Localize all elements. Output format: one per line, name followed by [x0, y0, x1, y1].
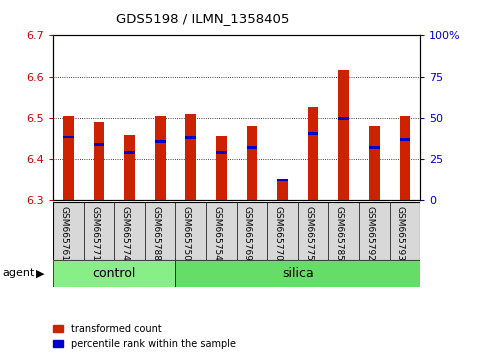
Bar — [308, 132, 318, 135]
Bar — [124, 135, 135, 200]
Bar — [277, 181, 288, 200]
Bar — [247, 126, 257, 200]
Bar — [399, 116, 410, 200]
Text: GSM665770: GSM665770 — [273, 206, 283, 262]
Bar — [124, 152, 135, 154]
Text: GSM665775: GSM665775 — [304, 206, 313, 262]
Bar — [175, 260, 420, 287]
Text: control: control — [93, 267, 136, 280]
Bar — [155, 116, 166, 200]
Text: GSM665771: GSM665771 — [90, 206, 99, 262]
Text: GDS5198 / ILMN_1358405: GDS5198 / ILMN_1358405 — [116, 12, 289, 25]
Bar — [277, 179, 288, 182]
Bar — [247, 146, 257, 149]
Bar — [155, 140, 166, 143]
Text: GSM665754: GSM665754 — [213, 206, 221, 261]
Bar — [339, 69, 349, 200]
Bar — [216, 136, 227, 200]
Bar — [369, 126, 380, 200]
Bar — [53, 260, 175, 287]
Bar — [339, 117, 349, 120]
Text: ▶: ▶ — [36, 268, 44, 278]
Text: GSM665769: GSM665769 — [243, 206, 252, 262]
Text: GSM665785: GSM665785 — [335, 206, 344, 262]
Text: GSM665788: GSM665788 — [151, 206, 160, 262]
Bar — [63, 116, 74, 200]
Bar — [63, 136, 74, 138]
Bar — [185, 136, 196, 139]
Bar — [369, 146, 380, 149]
Text: GSM665761: GSM665761 — [59, 206, 69, 262]
Text: GSM665750: GSM665750 — [182, 206, 191, 262]
Text: GSM665774: GSM665774 — [121, 206, 129, 261]
Bar — [308, 107, 318, 200]
Bar — [216, 152, 227, 154]
Legend: transformed count, percentile rank within the sample: transformed count, percentile rank withi… — [53, 324, 236, 349]
Bar — [185, 114, 196, 200]
Text: GSM665792: GSM665792 — [365, 206, 374, 261]
Bar — [399, 138, 410, 141]
Text: agent: agent — [2, 268, 35, 278]
Text: silica: silica — [282, 267, 314, 280]
Bar — [94, 143, 104, 146]
Text: GSM665793: GSM665793 — [396, 206, 405, 262]
Bar — [94, 122, 104, 200]
